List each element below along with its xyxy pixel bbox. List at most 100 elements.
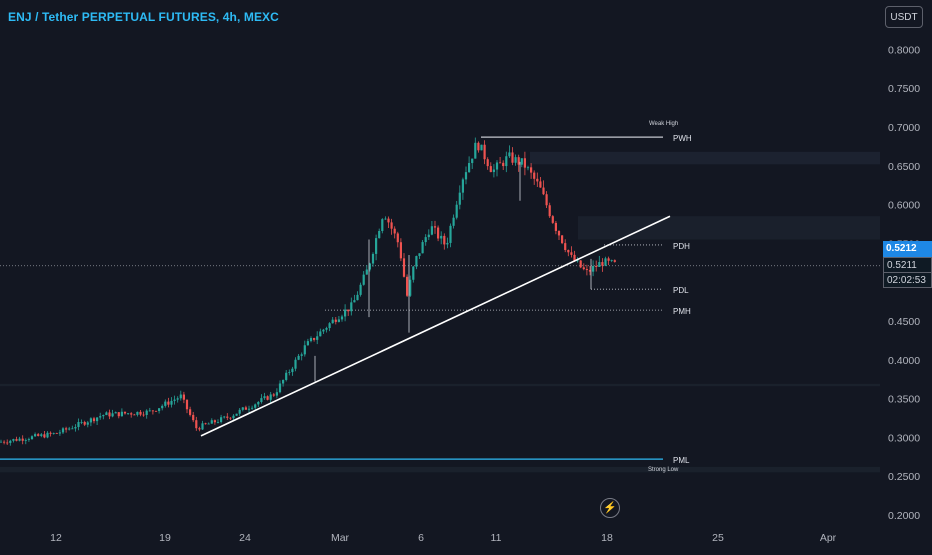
candle-body bbox=[495, 162, 499, 170]
y-tick-label: 0.3000 bbox=[888, 432, 920, 444]
candle-body bbox=[161, 405, 164, 409]
candle-body bbox=[71, 428, 74, 430]
candle-body bbox=[173, 399, 176, 401]
candle-body bbox=[266, 396, 269, 400]
candle-body bbox=[170, 400, 173, 405]
x-tick-label: 24 bbox=[239, 532, 251, 544]
y-tick-label: 0.4500 bbox=[888, 316, 920, 328]
candle-body bbox=[452, 217, 455, 226]
y-tick-label: 0.7500 bbox=[888, 83, 920, 95]
currency-button[interactable]: USDT bbox=[885, 6, 923, 28]
candle-body bbox=[151, 410, 154, 412]
candle-body bbox=[316, 336, 319, 340]
candle-body bbox=[570, 252, 573, 255]
y-tick-label: 0.6000 bbox=[888, 200, 920, 212]
candle-body bbox=[61, 428, 65, 433]
candle-body bbox=[309, 338, 313, 342]
candle-body bbox=[378, 231, 381, 239]
candle-body bbox=[226, 416, 229, 418]
candle-body bbox=[80, 421, 83, 423]
candle-body bbox=[272, 394, 275, 396]
candle-body bbox=[65, 428, 68, 430]
candle-body bbox=[530, 167, 533, 173]
candle-body bbox=[251, 407, 254, 409]
x-tick-label: 19 bbox=[159, 532, 171, 544]
candle-body bbox=[21, 438, 24, 441]
candle-body bbox=[523, 158, 526, 168]
candle-body bbox=[89, 418, 92, 423]
candle-body bbox=[297, 355, 300, 360]
candle-body bbox=[443, 235, 446, 245]
candle-body bbox=[607, 258, 610, 261]
candle-body bbox=[499, 162, 502, 164]
candle-body bbox=[545, 194, 548, 206]
candle-body bbox=[92, 418, 96, 422]
candle-body bbox=[557, 230, 561, 236]
candle-body bbox=[46, 432, 49, 438]
candle-body bbox=[105, 412, 108, 416]
candle-body bbox=[542, 187, 545, 195]
candle-body bbox=[412, 266, 415, 280]
candle-body bbox=[37, 434, 40, 436]
candle-body bbox=[464, 172, 468, 180]
candle-body bbox=[375, 238, 378, 254]
candle-body bbox=[340, 316, 344, 320]
candle-body bbox=[517, 157, 520, 165]
x-tick-label: 18 bbox=[601, 532, 613, 544]
candle-body bbox=[43, 434, 46, 438]
candle-body bbox=[492, 169, 495, 173]
candle-body bbox=[548, 205, 551, 217]
candle-body bbox=[564, 243, 567, 251]
candle-body bbox=[471, 158, 474, 164]
candle-body bbox=[325, 328, 328, 330]
y-tick-label: 0.8000 bbox=[888, 44, 920, 56]
candle-body bbox=[561, 235, 564, 244]
candle-body bbox=[40, 434, 43, 436]
candle-body bbox=[257, 401, 260, 405]
candle-body bbox=[99, 416, 102, 418]
candle-body bbox=[282, 379, 285, 384]
candle-body bbox=[213, 420, 216, 423]
candle-body bbox=[508, 152, 511, 157]
candle-body bbox=[142, 414, 145, 416]
candle-body bbox=[406, 276, 409, 296]
candle-body bbox=[319, 331, 322, 337]
candle-body bbox=[514, 157, 517, 163]
candle-body bbox=[96, 417, 99, 422]
candle-body bbox=[291, 368, 294, 373]
candle-body bbox=[468, 163, 471, 173]
candle-body bbox=[254, 404, 257, 408]
candle-body bbox=[0, 441, 3, 443]
candle-body bbox=[303, 345, 306, 355]
candle-body bbox=[365, 269, 368, 275]
candle-body bbox=[195, 420, 198, 429]
candle-body bbox=[511, 152, 514, 163]
candle-body bbox=[489, 166, 492, 173]
candle-body bbox=[337, 319, 340, 322]
candle-body bbox=[77, 422, 80, 428]
candle-body bbox=[235, 413, 238, 416]
candle-body bbox=[198, 428, 201, 430]
candle-body bbox=[362, 274, 365, 285]
candle-body bbox=[328, 323, 331, 329]
candle-body bbox=[300, 354, 303, 356]
candle-body bbox=[505, 156, 508, 167]
candle-body bbox=[15, 439, 18, 441]
candle-body bbox=[269, 394, 272, 400]
lightning-icon[interactable]: ⚡ bbox=[600, 498, 620, 518]
candle-body bbox=[573, 254, 576, 262]
candle-body bbox=[102, 415, 105, 417]
zone-band bbox=[0, 383, 880, 387]
candle-body bbox=[446, 242, 449, 245]
candle-body bbox=[12, 439, 15, 441]
candle-body bbox=[136, 411, 139, 415]
candle-body bbox=[111, 413, 114, 417]
candle-body bbox=[68, 428, 71, 430]
x-tick-label: Mar bbox=[331, 532, 350, 544]
level-note: Strong Low bbox=[648, 467, 679, 473]
candle-body bbox=[384, 218, 387, 220]
candle-body bbox=[350, 302, 353, 312]
candle-body bbox=[24, 439, 27, 441]
